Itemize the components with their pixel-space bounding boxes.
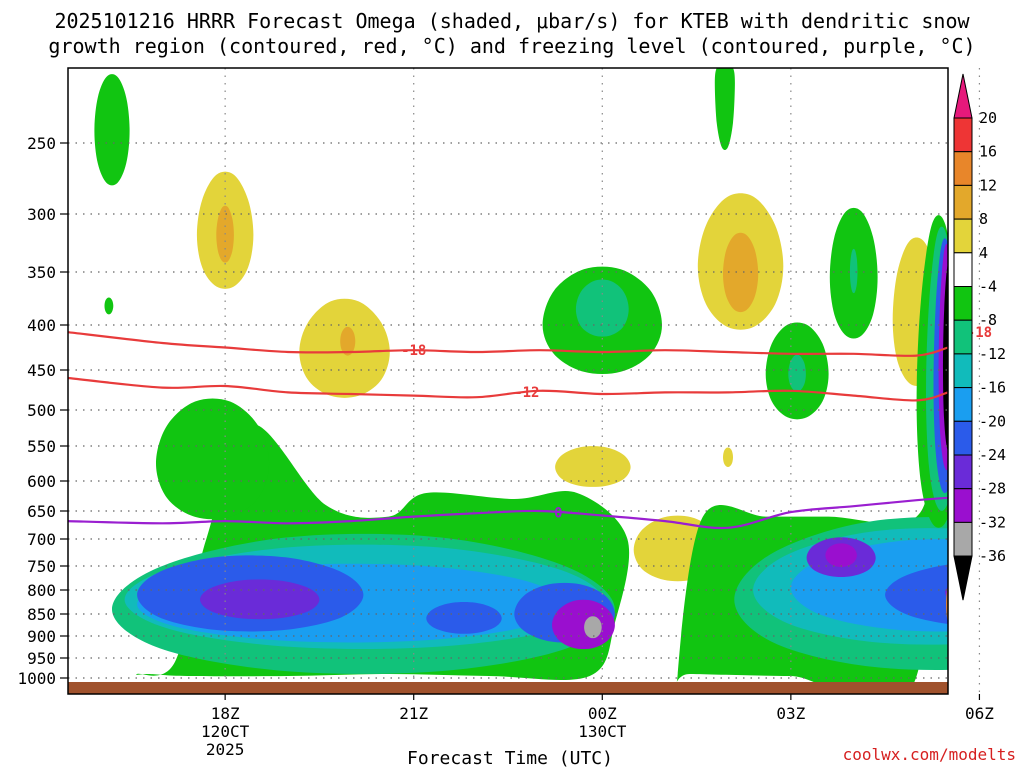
colorbar-label-12: 12 (979, 176, 997, 194)
colorbar-swatch (953, 151, 973, 186)
y-tick-label-250: 250 (27, 134, 56, 153)
omega-green-upper-1 (94, 74, 130, 186)
colorbar-swatch (953, 353, 973, 389)
x-tick-date: 130CT (578, 722, 627, 741)
plot-frame (67, 67, 949, 695)
omega-black-edge (943, 263, 948, 452)
y-tick-label-900: 900 (27, 627, 56, 646)
contour--18 (67, 331, 949, 357)
ground-bar (68, 682, 948, 694)
colorbar-label-4: 4 (979, 244, 988, 262)
colorbar-label--28: -28 (979, 480, 1006, 498)
colorbar-swatch (953, 184, 973, 220)
plot-area (94, 68, 1024, 694)
chart-title-line-2: growth region (contoured, red, °C) and f… (48, 34, 975, 58)
colorbar-bottom-arrow (953, 555, 973, 601)
y-tick-label-350: 350 (27, 263, 56, 282)
chart-title-line-1: 2025101216 HRRR Forecast Omega (shaded, … (54, 9, 970, 33)
y-tick-label-950: 950 (27, 649, 56, 668)
contour-label--18: -18 (401, 343, 426, 359)
contour-label--18: -18 (967, 325, 992, 341)
colorbar-swatch (953, 319, 973, 355)
omega-purple-west-b (552, 599, 615, 650)
colorbar-label--8: -8 (979, 311, 997, 329)
omega-yellow-mid-20 (1018, 454, 1024, 487)
colorbar-label--36: -36 (979, 547, 1006, 565)
colorbar-swatch (953, 252, 973, 288)
y-tick-label-300: 300 (27, 205, 56, 224)
omega-gray-west (584, 616, 602, 639)
x-tick-label-18Z: 18Z (211, 704, 240, 723)
colorbar-label--16: -16 (979, 379, 1006, 397)
omega-orange-upper-11 (723, 232, 759, 313)
omega-green-upper-9 (714, 68, 735, 150)
y-axis-ticks: 250 300 350 400 450 500 550 600 650 700 750 800 850 9… (17, 134, 68, 688)
x-tick-label-21Z: 21Z (399, 704, 428, 723)
omega-purple-east-a (944, 586, 948, 599)
temperature-contours: -18 -18 -12 0 (67, 325, 992, 530)
y-tick-label-400: 400 (27, 316, 56, 335)
x-tick-label-03Z: 03Z (776, 704, 805, 723)
colorbar-top-arrow (953, 73, 973, 119)
omega-gray-east-a (971, 574, 989, 587)
omega-purple-west-a (200, 579, 320, 620)
colorbar-swatch (953, 218, 973, 254)
omega-green-upper-2 (104, 297, 114, 315)
colorbar-label--4: -4 (979, 278, 997, 296)
omega-blue-west-c (426, 602, 502, 634)
x-tick-year: 2025 (206, 740, 245, 759)
colorbar-label--12: -12 (979, 345, 1006, 363)
colorbar-swatch (953, 117, 973, 153)
y-tick-label-550: 550 (27, 437, 56, 456)
contour-0 (67, 496, 949, 530)
y-tick-label-1000: 1000 (17, 669, 56, 688)
contour-label--12: -12 (514, 385, 539, 401)
omega-teal-upper-16 (849, 248, 858, 294)
colorbar-label--20: -20 (979, 412, 1006, 430)
x-axis-label: Forecast Time (UTC) (407, 748, 613, 768)
omega-orange-upper-6 (340, 326, 356, 356)
colorbar-label-20: 20 (979, 109, 997, 127)
credit-text: coolwx.com/modelts (843, 745, 1016, 764)
y-tick-label-700: 700 (27, 530, 56, 549)
y-tick-label-850: 850 (27, 605, 56, 624)
colorbar-label--32: -32 (979, 513, 1006, 531)
y-tick-label-450: 450 (27, 361, 56, 380)
omega-teal-upper-14 (788, 354, 806, 392)
x-tick-label-00Z: 00Z (588, 704, 617, 723)
colorbar-swatch (953, 454, 973, 490)
x-axis-ticks: 18Z120CT202521Z00Z130CT03Z06Z09Z (201, 694, 994, 759)
colorbar-label-16: 16 (979, 143, 997, 161)
colorbar-label--24: -24 (979, 446, 1006, 464)
colorbar-swatch (953, 488, 973, 523)
y-tick-label-750: 750 (27, 557, 56, 576)
contour-label-0: 0 (554, 505, 562, 521)
omega-green-west-bump (156, 398, 270, 520)
x-tick-label-06Z: 06Z (965, 704, 994, 723)
colorbar-swatch (953, 521, 973, 557)
omega-violet-east-c (825, 543, 857, 567)
y-tick-label-650: 650 (27, 502, 56, 521)
omega-yellow-mid-18 (555, 446, 631, 487)
colorbar-label-8: 8 (979, 210, 988, 228)
y-tick-label-600: 600 (27, 472, 56, 491)
colorbar-swatch (953, 387, 973, 422)
colorbar-swatch (953, 420, 973, 456)
x-tick-date: 120CT (201, 722, 250, 741)
colorbar: 20 16 12 8 4 -4 -8 -12 -16 -20 -24 -28 -32 -36 (953, 73, 1006, 601)
y-tick-label-800: 800 (27, 581, 56, 600)
omega-yellow-upper-12 (723, 447, 733, 467)
contour--12 (67, 376, 949, 402)
omega-blue-east (885, 564, 948, 624)
y-tick-label-500: 500 (27, 401, 56, 420)
colorbar-swatch (953, 286, 973, 321)
